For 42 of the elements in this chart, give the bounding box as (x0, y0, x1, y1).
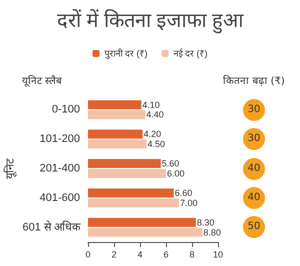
circle-badge: 40 (243, 186, 265, 209)
chart-title: दरों में कितना इजाफा हुआ (56, 9, 244, 34)
circle-badge: 30 (243, 128, 265, 150)
y-tick-label: 101-200 (40, 133, 80, 146)
bar (88, 130, 143, 139)
data-label: 8.30 (196, 217, 214, 228)
data-label: 4.40 (146, 110, 164, 120)
data-label: 8.80 (203, 227, 221, 238)
text: यूनिट स्लैब (22, 74, 62, 87)
data-label: 6.00 (167, 168, 185, 178)
bar (88, 228, 202, 237)
data-label: 5.60 (162, 158, 180, 169)
bar (88, 168, 166, 178)
x-tick-label: 10 (212, 250, 224, 260)
x-tick-label: 0 (85, 250, 91, 260)
data-label: 4.20 (144, 129, 162, 140)
data-label: 4.10 (142, 100, 160, 110)
x-tick-label: 6 (163, 250, 169, 260)
bar (88, 100, 142, 110)
bar (88, 218, 196, 227)
legend-label: पुरानी दर (₹) (104, 48, 148, 60)
x-tick-label: 8 (189, 250, 195, 260)
data-label: 6.60 (174, 188, 192, 198)
bar (88, 110, 146, 120)
legend-label: नई दर (₹) (174, 48, 208, 58)
circle-badge: 50 (243, 216, 265, 238)
y-tick-label: 0-100 (52, 104, 80, 116)
y-tick-label: 401-600 (40, 192, 80, 204)
data-label: 7.00 (180, 198, 198, 208)
circle-badge: 30 (243, 98, 265, 121)
bar (88, 188, 174, 198)
text: कितना बढ़ा (₹) (223, 74, 285, 87)
bar (88, 198, 179, 208)
y-tick-label: 201-400 (40, 162, 80, 174)
x-tick-label: 2 (111, 250, 117, 260)
bar (88, 140, 146, 149)
bar (88, 159, 161, 168)
y-axis-title: यूनिट (4, 158, 18, 179)
y-tick-label: 601 से अधिक (22, 220, 81, 234)
data-label: 4.50 (148, 139, 166, 150)
x-tick-label: 4 (137, 250, 143, 260)
circle-badge: 40 (243, 158, 265, 180)
